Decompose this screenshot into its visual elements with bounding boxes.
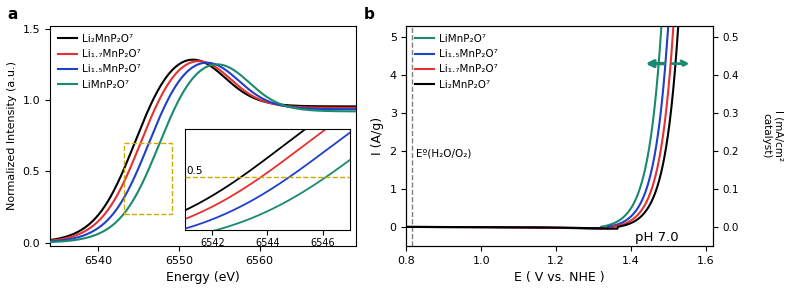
Li₁.₇MnP₂O⁷ bbox=[530, 226, 540, 229]
Li₁.₇MnP₂O⁷ bbox=[431, 225, 441, 229]
Legend: LiMnP₂O⁷, Li₁.₅MnP₂O⁷, Li₁.₇MnP₂O⁷, Li₂MnP₂O⁷: LiMnP₂O⁷, Li₁.₅MnP₂O⁷, Li₁.₇MnP₂O⁷, Li₂M… bbox=[412, 31, 501, 93]
Li₂MnP₂O⁷ bbox=[630, 220, 639, 223]
X-axis label: E ( V vs. NHE ): E ( V vs. NHE ) bbox=[514, 271, 605, 284]
Li₁.₅MnP₂O⁷ bbox=[634, 204, 644, 207]
Line: Li₂MnP₂O⁷: Li₂MnP₂O⁷ bbox=[407, 18, 698, 229]
Li₂MnP₂O⁷ bbox=[402, 225, 412, 229]
LiMnP₂O⁷ bbox=[180, 88, 190, 91]
LiMnP₂O⁷ bbox=[630, 201, 639, 205]
Li₁.₅MnP₂O⁷ bbox=[520, 226, 529, 229]
Line: LiMnP₂O⁷: LiMnP₂O⁷ bbox=[50, 64, 356, 242]
LiMnP₂O⁷ bbox=[596, 227, 605, 230]
Text: a: a bbox=[7, 7, 17, 22]
Li₂MnP₂O⁷ bbox=[256, 99, 265, 102]
Li₁.₅MnP₂O⁷ bbox=[169, 87, 179, 91]
Li₁.₇MnP₂O⁷ bbox=[169, 74, 179, 78]
Li₁.₅MnP₂O⁷ bbox=[256, 96, 265, 99]
Li₁.₇MnP₂O⁷ bbox=[77, 231, 86, 235]
Legend: Li₂MnP₂O⁷, Li₁.₇MnP₂O⁷, Li₁.₅MnP₂O⁷, LiMnP₂O⁷: Li₂MnP₂O⁷, Li₁.₇MnP₂O⁷, Li₁.₅MnP₂O⁷, LiM… bbox=[55, 31, 144, 93]
Li₁.₇MnP₂O⁷ bbox=[45, 239, 55, 242]
LiMnP₂O⁷ bbox=[602, 224, 611, 227]
LiMnP₂O⁷ bbox=[284, 105, 294, 109]
Li₂MnP₂O⁷ bbox=[431, 225, 441, 229]
LiMnP₂O⁷ bbox=[256, 91, 265, 94]
LiMnP₂O⁷ bbox=[213, 63, 222, 66]
Li₁.₇MnP₂O⁷ bbox=[290, 105, 299, 109]
Li₂MnP₂O⁷ bbox=[674, 16, 683, 20]
Li₂MnP₂O⁷ bbox=[45, 238, 55, 242]
Line: Li₁.₇MnP₂O⁷: Li₁.₇MnP₂O⁷ bbox=[407, 18, 698, 229]
Li₁.₇MnP₂O⁷ bbox=[602, 227, 611, 230]
Li₁.₅MnP₂O⁷ bbox=[402, 225, 412, 229]
Li₁.₅MnP₂O⁷ bbox=[630, 211, 639, 215]
Li₁.₅MnP₂O⁷ bbox=[45, 240, 55, 243]
Li₁.₅MnP₂O⁷ bbox=[352, 107, 361, 111]
Li₁.₇MnP₂O⁷ bbox=[180, 64, 190, 67]
Y-axis label: I (A/g): I (A/g) bbox=[371, 117, 384, 155]
Li₁.₇MnP₂O⁷ bbox=[630, 217, 639, 220]
LiMnP₂O⁷ bbox=[520, 226, 529, 229]
LiMnP₂O⁷ bbox=[694, 16, 703, 20]
Li₁.₅MnP₂O⁷ bbox=[290, 106, 299, 109]
Li₂MnP₂O⁷ bbox=[520, 226, 529, 229]
Li₁.₅MnP₂O⁷ bbox=[180, 72, 190, 76]
Li₁.₇MnP₂O⁷ bbox=[194, 59, 203, 63]
Li₁.₇MnP₂O⁷ bbox=[669, 16, 679, 20]
Li₁.₅MnP₂O⁷ bbox=[530, 226, 540, 229]
Line: Li₁.₅MnP₂O⁷: Li₁.₅MnP₂O⁷ bbox=[407, 18, 698, 229]
Text: pH 7.0: pH 7.0 bbox=[634, 231, 678, 244]
Li₁.₅MnP₂O⁷ bbox=[284, 105, 294, 109]
LiMnP₂O⁷ bbox=[352, 110, 361, 113]
Li₁.₇MnP₂O⁷ bbox=[520, 226, 529, 229]
Y-axis label: I (mA/cm²
catalyst): I (mA/cm² catalyst) bbox=[762, 110, 783, 161]
Text: b: b bbox=[363, 7, 374, 22]
Li₂MnP₂O⁷ bbox=[602, 227, 611, 230]
Li₂MnP₂O⁷ bbox=[613, 227, 623, 230]
Li₁.₇MnP₂O⁷ bbox=[634, 211, 644, 215]
Li₁.₅MnP₂O⁷ bbox=[664, 16, 674, 20]
Line: LiMnP₂O⁷: LiMnP₂O⁷ bbox=[407, 18, 698, 229]
Text: Eº(H₂O/O₂): Eº(H₂O/O₂) bbox=[416, 149, 472, 159]
LiMnP₂O⁷ bbox=[45, 240, 55, 244]
Li₁.₇MnP₂O⁷ bbox=[352, 106, 361, 110]
Li₁.₅MnP₂O⁷ bbox=[431, 225, 441, 229]
Li₂MnP₂O⁷ bbox=[290, 104, 299, 107]
Li₂MnP₂O⁷ bbox=[634, 216, 644, 220]
Li₁.₅MnP₂O⁷ bbox=[77, 235, 86, 238]
LiMnP₂O⁷ bbox=[657, 16, 667, 20]
Li₂MnP₂O⁷ bbox=[180, 59, 190, 63]
LiMnP₂O⁷ bbox=[431, 225, 441, 229]
LiMnP₂O⁷ bbox=[634, 188, 644, 192]
Li₁.₅MnP₂O⁷ bbox=[694, 16, 703, 20]
LiMnP₂O⁷ bbox=[77, 237, 86, 241]
Li₂MnP₂O⁷ bbox=[284, 104, 294, 107]
Li₂MnP₂O⁷ bbox=[352, 105, 361, 108]
Y-axis label: Normalized Intensity (a.u.): Normalized Intensity (a.u.) bbox=[7, 61, 17, 210]
Li₁.₅MnP₂O⁷ bbox=[202, 61, 212, 64]
Li₁.₅MnP₂O⁷ bbox=[603, 227, 612, 230]
Li₂MnP₂O⁷ bbox=[77, 228, 86, 232]
Li₁.₇MnP₂O⁷ bbox=[608, 227, 617, 230]
Li₂MnP₂O⁷ bbox=[694, 16, 703, 20]
Li₁.₇MnP₂O⁷ bbox=[284, 104, 294, 108]
Li₁.₇MnP₂O⁷ bbox=[256, 98, 265, 102]
Li₂MnP₂O⁷ bbox=[188, 58, 198, 61]
LiMnP₂O⁷ bbox=[169, 108, 179, 112]
X-axis label: Energy (eV): Energy (eV) bbox=[166, 271, 240, 284]
Li₁.₇MnP₂O⁷ bbox=[694, 16, 703, 20]
LiMnP₂O⁷ bbox=[530, 226, 540, 229]
Li₂MnP₂O⁷ bbox=[530, 226, 540, 229]
Li₂MnP₂O⁷ bbox=[169, 67, 179, 70]
Line: Li₂MnP₂O⁷: Li₂MnP₂O⁷ bbox=[50, 60, 356, 240]
Li₁.₇MnP₂O⁷ bbox=[402, 225, 412, 229]
LiMnP₂O⁷ bbox=[402, 225, 412, 229]
Line: Li₁.₇MnP₂O⁷: Li₁.₇MnP₂O⁷ bbox=[50, 61, 356, 241]
LiMnP₂O⁷ bbox=[290, 107, 299, 110]
Line: Li₁.₅MnP₂O⁷: Li₁.₅MnP₂O⁷ bbox=[50, 63, 356, 242]
Li₁.₅MnP₂O⁷ bbox=[602, 227, 611, 230]
